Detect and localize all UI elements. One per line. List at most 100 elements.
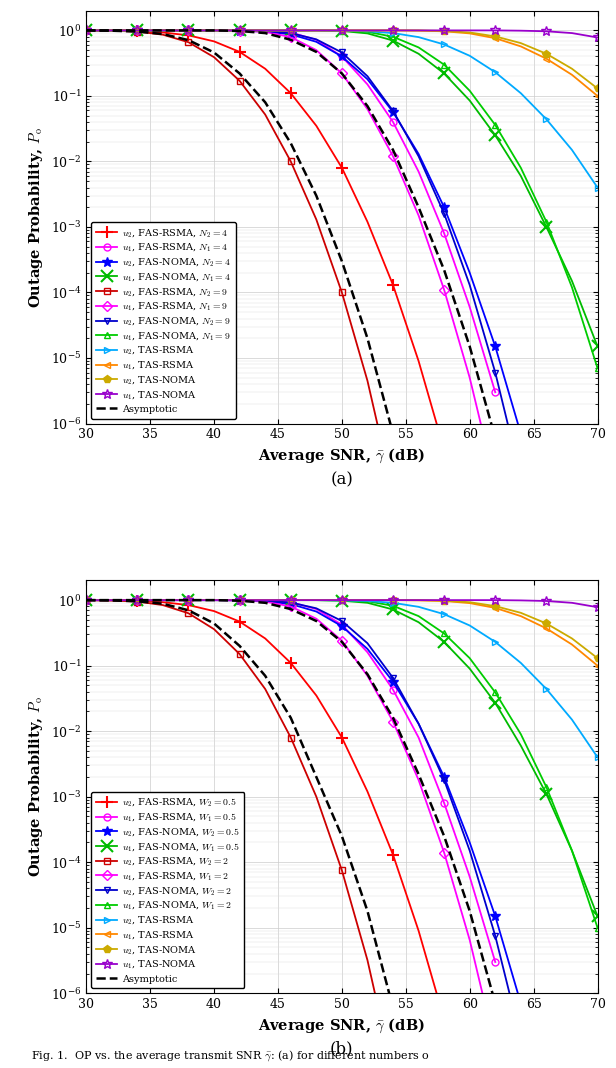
$u_1$, TAS-RSMA: [134, 23, 141, 36]
$u_2$, TAS-RSMA: [313, 23, 320, 36]
$u_1$, FAS-RSMA, $N_1 = 9$: [236, 25, 243, 37]
$u_1$, FAS-RSMA, $W_1 = 0.5$: [466, 870, 474, 883]
$u_2$, FAS-RSMA, $W_2 = 0.5$: [440, 1012, 448, 1025]
$u_1$, TAS-RSMA: [492, 601, 499, 614]
$u_1$, FAS-RSMA, $N_1 = 4$: [363, 78, 371, 91]
$u_1$, FAS-RSMA, $W_1 = 2$: [185, 594, 192, 607]
$u_2$, TAS-NOMA: [236, 23, 243, 36]
$u_2$, FAS-NOMA, $N_2 = 9$: [185, 23, 192, 36]
$u_2$, TAS-NOMA: [83, 594, 90, 607]
$u_2$, FAS-RSMA, $N_2 = 4$: [160, 26, 167, 38]
$u_2$, TAS-NOMA: [262, 594, 269, 607]
Line: $u_2$, FAS-NOMA, $N_2 = 9$: $u_2$, FAS-NOMA, $N_2 = 9$: [83, 27, 524, 481]
$u_1$, TAS-NOMA: [594, 31, 601, 44]
Asymptotic: [83, 594, 90, 607]
$u_1$, FAS-NOMA, $W_1 = 0.5$: [134, 594, 141, 607]
$u_2$, FAS-NOMA, $N_2 = 9$: [363, 69, 371, 82]
$u_1$, TAS-NOMA: [287, 23, 294, 36]
$u_2$, FAS-RSMA, $W_2 = 2$: [389, 1067, 397, 1068]
Line: $u_1$, TAS-NOMA: $u_1$, TAS-NOMA: [81, 26, 602, 43]
$u_2$, TAS-NOMA: [517, 36, 525, 49]
$u_2$, FAS-RSMA, $W_2 = 2$: [134, 595, 141, 608]
$u_2$, TAS-NOMA: [440, 25, 448, 37]
$u_2$, TAS-RSMA: [134, 23, 141, 36]
$u_2$, FAS-NOMA, $N_2 = 4$: [440, 201, 448, 214]
$u_1$, TAS-NOMA: [389, 23, 397, 36]
$u_1$, FAS-RSMA, $W_1 = 0.5$: [108, 594, 116, 607]
$u_1$, FAS-NOMA, $W_1 = 0.5$: [83, 594, 90, 607]
$u_1$, TAS-NOMA: [313, 23, 320, 36]
$u_2$, TAS-NOMA: [287, 23, 294, 36]
Line: $u_1$, TAS-RSMA: $u_1$, TAS-RSMA: [83, 27, 601, 99]
$u_2$, FAS-NOMA, $N_2 = 9$: [389, 105, 397, 117]
$u_1$, FAS-NOMA, $N_1 = 4$: [543, 221, 550, 234]
$u_2$, TAS-RSMA: [440, 38, 448, 51]
$u_2$, FAS-RSMA, $N_2 = 4$: [415, 355, 423, 367]
$u_2$, FAS-NOMA, $N_2 = 9$: [108, 23, 116, 36]
$u_1$, FAS-NOMA, $W_1 = 0.5$: [287, 594, 294, 607]
$u_1$, TAS-RSMA: [517, 40, 525, 52]
Line: $u_2$, FAS-RSMA, $W_2 = 2$: $u_2$, FAS-RSMA, $W_2 = 2$: [83, 597, 397, 1068]
$u_1$, FAS-NOMA, $W_1 = 0.5$: [313, 594, 320, 607]
$u_2$, TAS-NOMA: [236, 594, 243, 607]
$u_1$, FAS-NOMA, $N_1 = 4$: [569, 274, 576, 287]
$u_1$, FAS-NOMA, $W_1 = 2$: [594, 922, 601, 934]
$u_1$, TAS-RSMA: [363, 23, 371, 36]
$u_1$, FAS-RSMA, $N_1 = 9$: [134, 23, 141, 36]
$u_1$, FAS-RSMA, $W_1 = 2$: [83, 594, 90, 607]
Line: $u_2$, TAS-RSMA: $u_2$, TAS-RSMA: [83, 27, 601, 191]
$u_2$, FAS-NOMA, $W_2 = 2$: [160, 594, 167, 607]
$u_1$, TAS-NOMA: [83, 23, 90, 36]
$u_2$, FAS-NOMA, $N_2 = 4$: [287, 28, 294, 41]
$u_2$, FAS-NOMA, $W_2 = 0.5$: [415, 718, 423, 731]
$u_2$, TAS-NOMA: [492, 600, 499, 613]
$u_2$, FAS-NOMA, $W_2 = 0.5$: [313, 606, 320, 618]
$u_2$, TAS-NOMA: [134, 23, 141, 36]
$u_1$, FAS-RSMA, $N_1 = 4$: [415, 166, 423, 178]
$u_1$, TAS-RSMA: [569, 68, 576, 81]
$u_1$, FAS-RSMA, $W_1 = 0.5$: [313, 602, 320, 615]
$u_1$, FAS-RSMA, $N_1 = 9$: [466, 372, 474, 384]
Asymptotic: [492, 431, 499, 444]
$u_1$, FAS-RSMA, $N_1 = 4$: [287, 26, 294, 38]
$u_1$, TAS-NOMA: [569, 27, 576, 40]
$u_1$, TAS-NOMA: [262, 594, 269, 607]
Line: $u_1$, FAS-RSMA, $W_1 = 0.5$: $u_1$, FAS-RSMA, $W_1 = 0.5$: [83, 597, 499, 965]
$u_1$, FAS-RSMA, $W_1 = 0.5$: [389, 684, 397, 696]
$u_1$, FAS-NOMA, $N_1 = 4$: [160, 23, 167, 36]
$u_1$, TAS-RSMA: [517, 610, 525, 623]
$u_2$, FAS-NOMA, $W_2 = 0.5$: [134, 594, 141, 607]
$u_1$, FAS-NOMA, $W_1 = 2$: [287, 594, 294, 607]
Asymptotic: [338, 635, 346, 648]
$u_1$, FAS-RSMA, $W_1 = 0.5$: [262, 594, 269, 607]
Line: $u_2$, FAS-RSMA, $N_2 = 4$: $u_2$, FAS-RSMA, $N_2 = 4$: [81, 25, 450, 455]
Asymptotic: [160, 23, 167, 36]
$u_1$, TAS-NOMA: [594, 601, 601, 614]
$u_1$, FAS-NOMA, $W_1 = 0.5$: [363, 596, 371, 609]
$u_2$, FAS-NOMA, $W_2 = 2$: [211, 594, 218, 607]
$u_1$, FAS-RSMA, $W_1 = 2$: [262, 595, 269, 608]
$u_1$, TAS-RSMA: [211, 594, 218, 607]
$u_1$, TAS-NOMA: [108, 594, 116, 607]
$u_1$, FAS-NOMA, $N_1 = 4$: [389, 34, 397, 47]
Text: (a): (a): [330, 471, 354, 488]
Line: $u_1$, TAS-RSMA: $u_1$, TAS-RSMA: [83, 597, 601, 670]
Asymptotic: [262, 27, 269, 40]
$u_2$, TAS-RSMA: [211, 594, 218, 607]
$u_2$, FAS-NOMA, $W_2 = 0.5$: [517, 998, 525, 1010]
$u_2$, FAS-RSMA, $N_2 = 4$: [236, 46, 243, 59]
$u_2$, FAS-RSMA, $N_2 = 9$: [262, 108, 269, 121]
$u_2$, TAS-RSMA: [363, 25, 371, 37]
$u_1$, FAS-NOMA, $N_1 = 9$: [287, 23, 294, 36]
Line: $u_1$, FAS-NOMA, $N_1 = 9$: $u_1$, FAS-NOMA, $N_1 = 9$: [83, 27, 601, 372]
$u_1$, FAS-NOMA, $W_1 = 2$: [363, 595, 371, 608]
$u_1$, TAS-RSMA: [236, 594, 243, 607]
$u_2$, TAS-RSMA: [287, 594, 294, 607]
$u_2$, FAS-NOMA, $W_2 = 2$: [287, 596, 294, 609]
$u_2$, FAS-NOMA, $N_2 = 9$: [415, 150, 423, 162]
$u_2$, FAS-NOMA, $W_2 = 0.5$: [287, 598, 294, 611]
$u_1$, FAS-RSMA, $N_1 = 4$: [313, 33, 320, 46]
$u_1$, FAS-RSMA, $W_1 = 0.5$: [83, 594, 90, 607]
$u_1$, TAS-RSMA: [415, 594, 423, 607]
$u_2$, FAS-RSMA, $W_2 = 2$: [262, 682, 269, 695]
